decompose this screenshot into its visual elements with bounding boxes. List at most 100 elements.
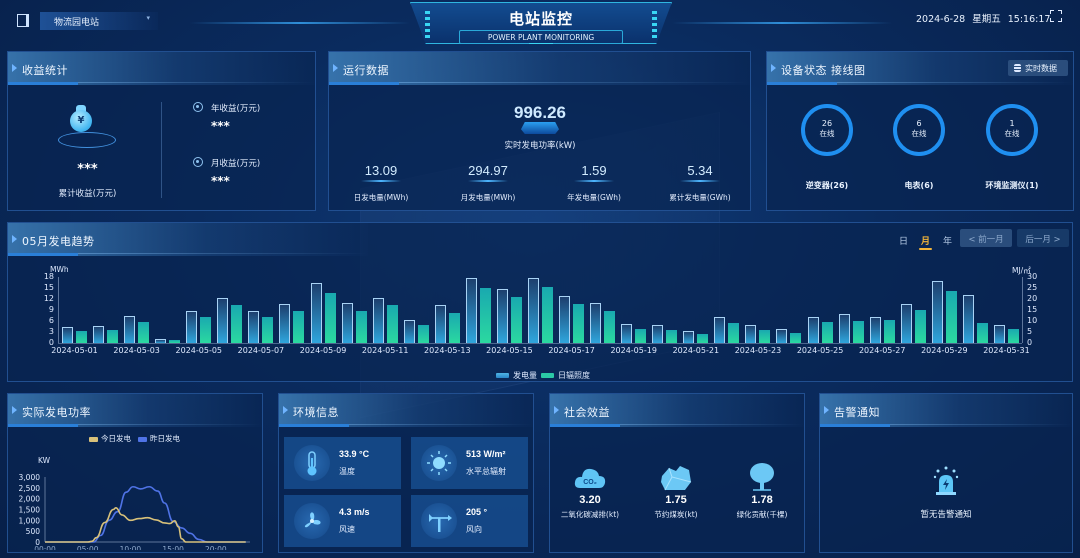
generation-bar[interactable] <box>745 325 757 343</box>
irradiance-bar[interactable] <box>386 305 398 343</box>
generation-bar[interactable] <box>279 303 291 343</box>
bar-group[interactable] <box>525 277 556 343</box>
irradiance-bar[interactable] <box>138 322 150 343</box>
generation-bar[interactable] <box>962 295 974 343</box>
irradiance-bar[interactable] <box>417 324 429 343</box>
generation-bar[interactable] <box>186 310 198 343</box>
irradiance-bar[interactable] <box>914 309 926 343</box>
generation-bar[interactable] <box>434 304 446 343</box>
generation-bar[interactable] <box>776 329 788 343</box>
generation-bar[interactable] <box>310 283 322 343</box>
tab-month[interactable]: 月 <box>918 234 933 250</box>
irradiance-bar[interactable] <box>945 290 957 343</box>
bar-group[interactable] <box>649 277 680 343</box>
irradiance-bar[interactable] <box>852 321 864 343</box>
bar-group[interactable] <box>898 277 929 343</box>
irradiance-bar[interactable] <box>573 303 585 343</box>
irradiance-bar[interactable] <box>976 322 988 343</box>
generation-bar[interactable] <box>683 330 695 343</box>
generation-bar[interactable] <box>838 314 850 343</box>
irradiance-bar[interactable] <box>821 322 833 343</box>
station-selector[interactable]: 物流园电站 ▾ <box>40 12 158 30</box>
bar-group[interactable] <box>556 277 587 343</box>
generation-bar[interactable] <box>403 319 415 343</box>
bar-group[interactable] <box>836 277 867 343</box>
irradiance-bar[interactable] <box>231 304 243 343</box>
bar-group[interactable] <box>867 277 898 343</box>
generation-bar[interactable] <box>248 311 260 343</box>
generation-bar[interactable] <box>652 325 664 343</box>
irradiance-bar[interactable] <box>510 297 522 343</box>
generation-bar[interactable] <box>900 303 912 343</box>
bar-group[interactable] <box>245 277 276 343</box>
bar-group[interactable] <box>308 277 339 343</box>
irradiance-bar[interactable] <box>324 293 336 343</box>
bar-group[interactable] <box>370 277 401 343</box>
bar-group[interactable] <box>121 277 152 343</box>
irradiance-bar[interactable] <box>76 331 88 343</box>
generation-bar[interactable] <box>465 278 477 343</box>
generation-bar[interactable] <box>527 278 539 343</box>
bar-group[interactable] <box>618 277 649 343</box>
bar-group[interactable] <box>680 277 711 343</box>
panel-title[interactable]: 设备状态 接线图 <box>781 64 866 77</box>
bar-group[interactable] <box>960 277 991 343</box>
generation-bar[interactable] <box>807 316 819 343</box>
bar-group[interactable] <box>805 277 836 343</box>
irradiance-bar[interactable] <box>355 311 367 343</box>
legend-irradiance[interactable]: 日辐照度 <box>541 370 590 381</box>
prev-month-button[interactable]: < 前一月 <box>960 229 1012 247</box>
env-monitor-status-ring[interactable]: 1 在线 <box>986 104 1038 156</box>
legend-yesterday[interactable]: 昨日发电 <box>138 433 180 444</box>
generation-bar[interactable] <box>931 281 943 343</box>
fullscreen-icon[interactable] <box>1050 10 1062 22</box>
irradiance-bar[interactable] <box>1007 329 1019 343</box>
generation-bar[interactable] <box>155 338 167 343</box>
generation-bar[interactable] <box>372 297 384 343</box>
bar-group[interactable] <box>929 277 960 343</box>
irradiance-bar[interactable] <box>200 317 212 343</box>
line-series[interactable] <box>45 506 246 543</box>
line-series[interactable] <box>45 485 246 543</box>
irradiance-bar[interactable] <box>262 317 274 343</box>
irradiance-bar[interactable] <box>541 286 553 343</box>
bar-group[interactable] <box>59 277 90 343</box>
bar-group[interactable] <box>742 277 773 343</box>
bar-group[interactable] <box>587 277 618 343</box>
irradiance-bar[interactable] <box>169 340 181 343</box>
generation-bar[interactable] <box>62 326 74 343</box>
irradiance-bar[interactable] <box>479 288 491 343</box>
irradiance-bar[interactable] <box>604 310 616 343</box>
bar-group[interactable] <box>401 277 432 343</box>
bar-group[interactable] <box>773 277 804 343</box>
generation-bar[interactable] <box>124 315 136 343</box>
generation-bar[interactable] <box>869 316 881 343</box>
irradiance-bar[interactable] <box>107 330 119 343</box>
legend-today[interactable]: 今日发电 <box>89 433 131 444</box>
bar-group[interactable] <box>183 277 214 343</box>
bar-group[interactable] <box>339 277 370 343</box>
next-month-button[interactable]: 后一月 > <box>1017 229 1069 247</box>
irradiance-bar[interactable] <box>790 333 802 343</box>
legend-generation[interactable]: 发电量 <box>496 370 537 381</box>
bar-group[interactable] <box>494 277 525 343</box>
meter-status-ring[interactable]: 6 在线 <box>893 104 945 156</box>
generation-bar[interactable] <box>621 323 633 343</box>
generation-bar[interactable] <box>341 302 353 343</box>
generation-bar[interactable] <box>217 297 229 343</box>
generation-bar[interactable] <box>559 295 571 343</box>
bar-group[interactable] <box>711 277 742 343</box>
bar-group[interactable] <box>90 277 121 343</box>
tab-year[interactable]: 年 <box>943 237 953 247</box>
realtime-data-button[interactable]: 实时数据 <box>1008 60 1068 76</box>
irradiance-bar[interactable] <box>666 330 678 343</box>
irradiance-bar[interactable] <box>759 329 771 343</box>
bar-group[interactable] <box>152 277 183 343</box>
inverter-status-ring[interactable]: 26 在线 <box>801 104 853 156</box>
irradiance-bar[interactable] <box>635 329 647 343</box>
tab-day[interactable]: 日 <box>899 237 909 247</box>
generation-bar[interactable] <box>496 288 508 343</box>
irradiance-bar[interactable] <box>293 310 305 343</box>
bar-group[interactable] <box>432 277 463 343</box>
bar-group[interactable] <box>991 277 1022 343</box>
